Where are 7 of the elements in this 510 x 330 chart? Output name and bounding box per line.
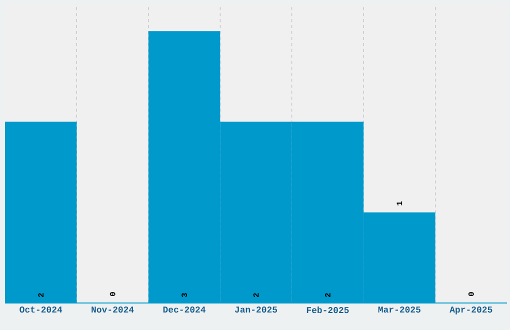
x-tick-label: Feb-2025 (306, 306, 349, 314)
x-tick-label: Mar-2025 (378, 306, 420, 313)
x-tick-label: Jan-2025 (234, 306, 278, 313)
x-tick-label: Oct-2024 (20, 306, 62, 313)
x-tick-label: Apr-2025 (450, 306, 492, 314)
x-tick-label: Dec-2024 (163, 306, 206, 313)
x-tick-label: Nov-2024 (92, 306, 134, 313)
